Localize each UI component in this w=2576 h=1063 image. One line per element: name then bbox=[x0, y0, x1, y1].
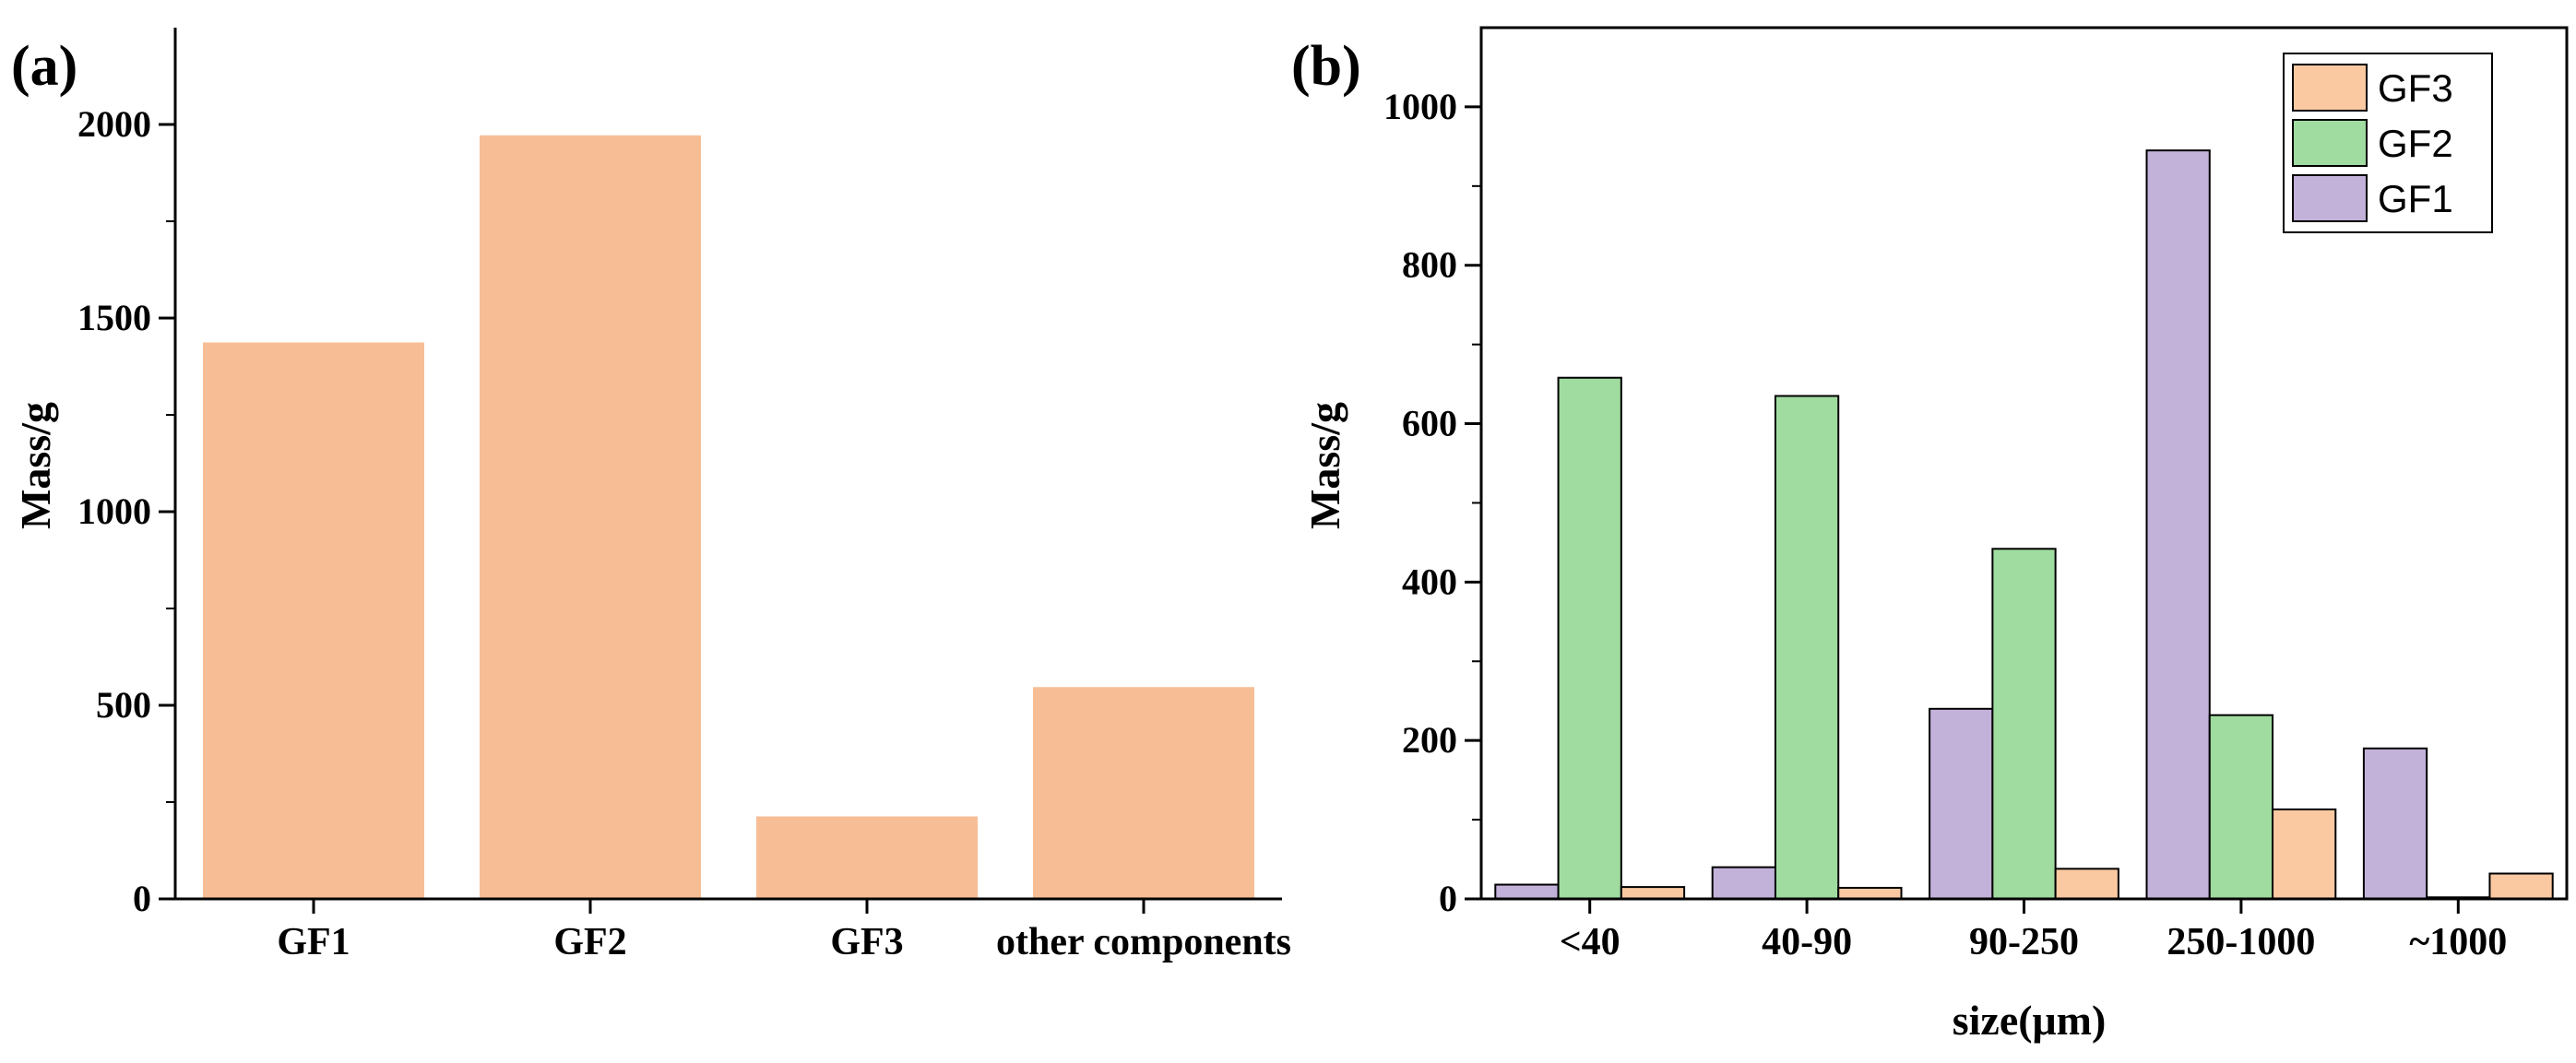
chart-panel-b: (b) Mass/g size(μm) 0 200 400 600 800 1000 <4… bbox=[1291, 26, 2569, 1044]
panel-a-y-tick-label-1500: 1500 bbox=[77, 297, 151, 338]
legend-label-gf1: GF1 bbox=[2378, 177, 2453, 220]
panel-b-x-tick-label-40: <40 bbox=[1560, 921, 1620, 963]
panel-a-label: (a) bbox=[11, 35, 77, 98]
panel-b-y-ticks: 0 200 400 600 800 1000 bbox=[1383, 86, 1481, 919]
bar-gf1-250-1000 bbox=[2145, 149, 2211, 900]
panel-a-y-axis-title: Mass/g bbox=[12, 402, 59, 529]
panel-a-bars bbox=[203, 135, 1254, 900]
bar-gf1-90-250 bbox=[1929, 707, 1994, 900]
bar-gf3-1000 bbox=[2488, 872, 2554, 901]
panel-b-y-tick-label-600: 600 bbox=[1402, 403, 1457, 444]
panel-a-x-tick-label-gf2: GF2 bbox=[553, 921, 626, 963]
panel-a-y-ticks: 0 500 1000 1500 2000 bbox=[77, 103, 175, 919]
panel-a-x-tick-label-other-components: other components bbox=[996, 921, 1291, 963]
panel-b-axis-frame bbox=[1479, 26, 2569, 901]
bar-other-components bbox=[1033, 687, 1254, 899]
panel-b-legend: GF3 GF2 GF1 bbox=[2283, 53, 2493, 233]
legend-label-gf2: GF2 bbox=[2378, 122, 2453, 165]
legend-swatch-gf1 bbox=[2292, 174, 2368, 222]
bar-gf2-250-1000 bbox=[2208, 714, 2274, 901]
legend-swatch-gf3 bbox=[2292, 64, 2368, 112]
panel-b-x-tick-label-40-90: 40-90 bbox=[1762, 921, 1852, 963]
panel-a-x-tick-label-gf3: GF3 bbox=[830, 921, 903, 963]
panel-b-x-tick-label-250-1000: 250-1000 bbox=[2166, 921, 2315, 963]
bar-gf2-40-90 bbox=[1774, 395, 1840, 900]
bar-gf1 bbox=[203, 342, 424, 900]
panel-b-y-tick-label-400: 400 bbox=[1402, 561, 1457, 602]
bar-gf3-90-250 bbox=[2054, 868, 2119, 901]
bar-gf1-40 bbox=[1494, 883, 1560, 901]
bar-gf1-1000 bbox=[2362, 747, 2428, 900]
chart-panel-a: (a) Mass/g 0 500 1000 1500 2000 GF1 GF2 GF3 oth… bbox=[11, 28, 1291, 963]
bar-gf2-40 bbox=[1557, 376, 1622, 900]
panel-b-x-tick-label-90-250: 90-250 bbox=[1969, 921, 2079, 963]
bar-gf1-40-90 bbox=[1711, 866, 1776, 900]
bar-gf3 bbox=[756, 816, 978, 899]
bar-gf2-90-250 bbox=[1991, 548, 2057, 900]
panel-b-y-tick-label-0: 0 bbox=[1439, 878, 1457, 919]
panel-a-y-tick-label-0: 0 bbox=[133, 878, 151, 919]
panel-b-label: (b) bbox=[1291, 35, 1361, 98]
panel-a-x-tick-label-gf1: GF1 bbox=[277, 921, 350, 963]
bar-gf3-40 bbox=[1620, 886, 1686, 901]
panel-b-y-tick-label-200: 200 bbox=[1402, 719, 1457, 761]
panel-b-y-tick-label-1000: 1000 bbox=[1383, 86, 1457, 127]
bar-gf3-40-90 bbox=[1837, 886, 1903, 900]
panel-b-x-tick-label-1000: ~1000 bbox=[2409, 921, 2507, 963]
panel-b-y-axis-title: Mass/g bbox=[1301, 402, 1348, 529]
bar-gf2 bbox=[480, 135, 701, 899]
panel-a-y-tick-label-500: 500 bbox=[96, 684, 151, 726]
panel-a-y-tick-label-2000: 2000 bbox=[77, 103, 151, 145]
panel-b-bars bbox=[1494, 149, 2554, 901]
panel-a-y-tick-label-1000: 1000 bbox=[77, 490, 151, 532]
panel-b-y-tick-label-800: 800 bbox=[1402, 244, 1457, 286]
legend-label-gf3: GF3 bbox=[2378, 66, 2453, 110]
bar-gf3-250-1000 bbox=[2272, 808, 2337, 900]
panel-a-x-tick-labels: GF1 GF2 GF3 other components bbox=[277, 899, 1291, 963]
panel-b-x-tick-labels: <40 40-90 90-250 250-1000 ~1000 bbox=[1560, 899, 2507, 963]
legend-swatch-gf2 bbox=[2292, 119, 2368, 167]
panel-b-x-axis-title: size(μm) bbox=[1953, 997, 2107, 1044]
